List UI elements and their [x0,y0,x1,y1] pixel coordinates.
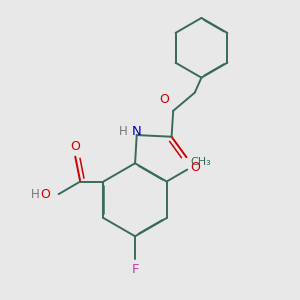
Text: F: F [131,263,139,277]
Text: H: H [31,188,39,201]
Text: O: O [159,93,169,106]
Text: O: O [190,161,200,174]
Text: O: O [70,140,80,153]
Text: N: N [132,124,142,138]
Text: O: O [40,188,50,201]
Text: CH₃: CH₃ [190,157,211,167]
Text: H: H [119,124,128,138]
